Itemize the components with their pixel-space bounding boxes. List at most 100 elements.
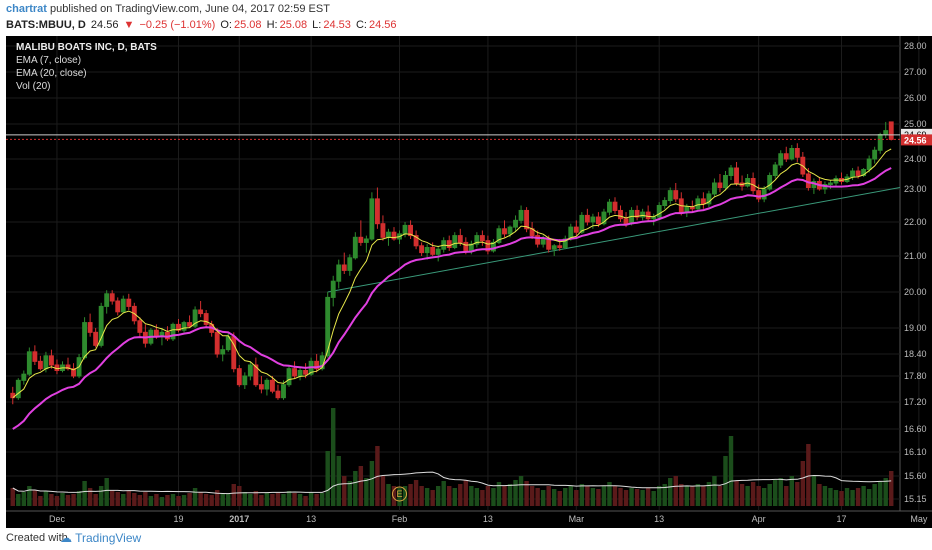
volume-bar <box>43 491 49 506</box>
volume-bar <box>861 486 866 506</box>
candle-body <box>546 238 552 250</box>
volume-bar <box>192 488 198 506</box>
candle-body <box>855 170 861 176</box>
volume-bar <box>198 492 203 506</box>
earnings-marker[interactable]: E <box>392 486 408 502</box>
candle-body <box>662 200 668 207</box>
price-tick-label: 18.40 <box>904 349 927 359</box>
close-value: 24.56 <box>368 19 397 31</box>
candle-body <box>507 226 513 235</box>
volume-bar <box>634 489 640 506</box>
candle-body <box>518 209 524 221</box>
volume-bar <box>496 482 502 506</box>
volume-bar <box>87 488 93 506</box>
volume-bar <box>822 486 828 506</box>
legend-title: MALIBU BOATS INC, D, BATS <box>16 42 157 53</box>
chart-area[interactable]: 28.00 27.00 26.00 25.00 24.00 23.00 22.00 21.00… <box>6 36 932 528</box>
volume-bar <box>817 484 822 506</box>
candle-body <box>524 209 530 230</box>
candle-body <box>181 322 187 331</box>
candle-body <box>49 355 54 366</box>
volume-bar <box>121 494 126 506</box>
volume-bar <box>662 484 667 506</box>
candle-body <box>712 182 717 195</box>
candle-body <box>325 296 331 357</box>
candle-body <box>551 245 557 250</box>
price-tick-label: 23.00 <box>904 184 927 194</box>
volume-bar <box>214 490 220 506</box>
tradingview-logo[interactable]: ☁ TradingView <box>60 531 141 545</box>
volume-bar <box>651 491 656 506</box>
candle-body <box>463 241 469 252</box>
low-label: L: <box>312 19 322 31</box>
volume-bar <box>159 497 165 506</box>
candle-body <box>767 175 773 190</box>
legend-ema20[interactable]: EMA (20, close) <box>16 68 87 79</box>
volume-bar <box>723 456 728 506</box>
candle-body <box>391 231 397 240</box>
candle-body <box>756 190 762 200</box>
time-tick-label: 2017 <box>229 514 249 524</box>
candle-body <box>491 241 496 252</box>
volume-bar <box>778 478 783 506</box>
candle-body <box>386 231 391 238</box>
volume-bar <box>756 486 761 506</box>
time-tick-label: 13 <box>654 514 664 524</box>
candle-body <box>264 379 270 390</box>
volume-bar <box>656 486 662 506</box>
candle-body <box>828 182 833 185</box>
volume-bar <box>16 494 21 506</box>
candle-body <box>336 264 342 282</box>
ema20-line <box>12 167 892 430</box>
volume-bar <box>413 480 419 506</box>
volume-bar <box>270 494 275 506</box>
volume-bar <box>430 490 435 506</box>
volume-bar <box>557 491 562 506</box>
volume-bar <box>347 481 352 506</box>
candle-body <box>303 370 309 375</box>
volume-bar <box>441 481 446 506</box>
volume-bar <box>574 490 579 506</box>
brand-name: TradingView <box>75 531 142 545</box>
volume-bar <box>866 489 872 506</box>
candle-body <box>314 360 320 370</box>
volume-bar <box>784 486 789 506</box>
quote-line: BATS:MBUU, D 24.56 ▼ −0.25 (−1.01%) O: 25… <box>6 19 398 31</box>
down-arrow-icon: ▼ <box>123 19 135 31</box>
candle-body <box>446 240 452 248</box>
volume-bar <box>728 436 734 506</box>
candle-body <box>513 219 518 228</box>
earnings-label: E <box>397 489 403 499</box>
price-chart[interactable]: 28.00 27.00 26.00 25.00 24.00 23.00 22.00 21.00… <box>6 36 932 528</box>
volume-bar <box>690 486 695 506</box>
volume-bar <box>342 476 347 506</box>
candle-body <box>330 280 336 298</box>
volume-bar <box>242 492 248 506</box>
volume-bar <box>209 495 214 506</box>
legend-volume[interactable]: Vol (20) <box>16 81 51 92</box>
volume-bar <box>253 491 259 506</box>
volume-bar <box>850 490 855 506</box>
candle-body <box>634 209 640 218</box>
published-text: published on TradingView.com, June 04, 2… <box>50 3 330 15</box>
volume-bar <box>640 490 645 506</box>
volume-bar <box>132 493 137 506</box>
candle-body <box>292 368 297 377</box>
volume-bar <box>286 491 292 506</box>
volume-bar <box>507 484 513 506</box>
candle-body <box>794 148 800 158</box>
volume-bar <box>369 461 375 506</box>
footer: Created with ☁ TradingView <box>0 528 932 550</box>
candle-body <box>761 188 767 200</box>
volume-bar <box>54 496 60 506</box>
legend-ema7[interactable]: EMA (7, close) <box>16 55 82 66</box>
volume-bar <box>761 488 767 506</box>
volume-bar <box>474 488 480 506</box>
candle-body <box>430 247 436 255</box>
volume-bar <box>706 482 712 506</box>
author-link[interactable]: chartrat <box>6 3 47 15</box>
price-tick-label: 22.00 <box>904 217 927 227</box>
candle-body <box>253 364 259 386</box>
volume-bar <box>308 492 314 506</box>
candle-body <box>82 322 88 359</box>
